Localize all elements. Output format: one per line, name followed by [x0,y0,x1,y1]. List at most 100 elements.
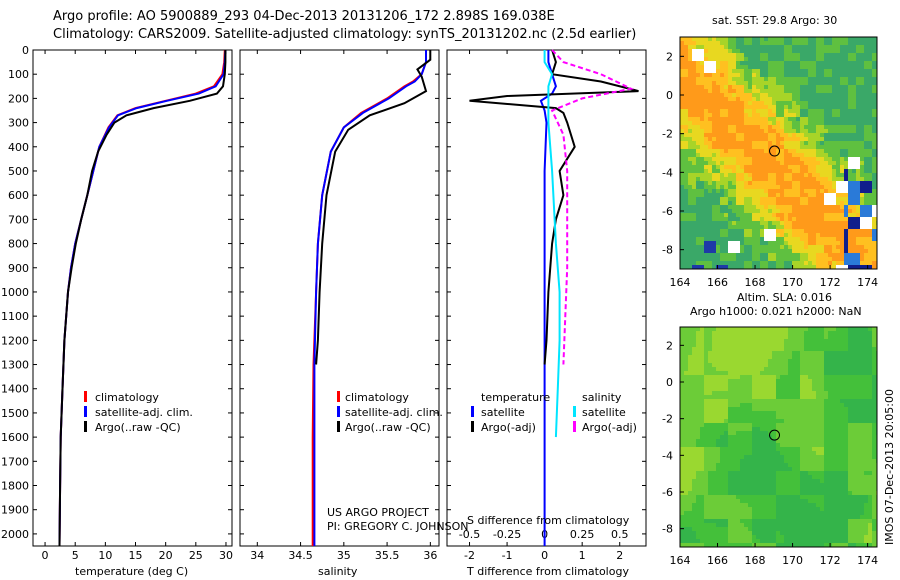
heatmap-cell [736,443,740,447]
heatmap-cell [680,197,684,201]
heatmap-cell [804,97,808,101]
heatmap-cell [784,407,788,411]
heatmap-cell [792,395,796,399]
heatmap-cell [752,197,756,201]
heatmap-cell [796,121,800,125]
heatmap-cell [732,395,736,399]
heatmap-cell [836,463,840,467]
heatmap-cell [788,459,792,463]
heatmap-cell [820,177,824,181]
heatmap-cell [800,261,804,265]
heatmap-cell [860,395,864,399]
heatmap-cell [736,73,740,77]
heatmap-cell [684,213,688,217]
heatmap-cell [796,265,800,269]
heatmap-cell [848,343,852,347]
heatmap-cell [732,379,736,383]
heatmap-cell [684,257,688,261]
heatmap-cell [736,217,740,221]
heatmap-cell [696,395,700,399]
heatmap-cell [764,229,768,233]
heatmap-cell [808,41,812,45]
heatmap-cell [780,391,784,395]
heatmap-cell [868,61,872,65]
heatmap-cell [704,85,708,89]
difference-series [469,49,639,546]
heatmap-cell [764,395,768,399]
heatmap-cell [808,129,812,133]
heatmap-cell [736,173,740,177]
heatmap-cell [868,197,872,201]
heatmap-cell [780,85,784,89]
heatmap-cell [792,375,796,379]
heatmap-cell [684,53,688,57]
heatmap-cell [756,343,760,347]
heatmap-cell [692,463,696,467]
heatmap-cell [848,439,852,443]
heatmap-cell [804,261,808,265]
heatmap-cell [860,65,864,69]
heatmap-cell [784,61,788,65]
heatmap-cell [768,157,772,161]
heatmap-cell [824,85,828,89]
heatmap-cell [840,335,844,339]
heatmap-cell [860,133,864,137]
heatmap-cell [744,121,748,125]
heatmap-cell [756,169,760,173]
heatmap-cell [732,359,736,363]
heatmap-cell [788,145,792,149]
heatmap-cell [872,225,876,229]
heatmap-cell [748,399,752,403]
heatmap-cell [832,193,836,197]
heatmap-cell [724,237,728,241]
heatmap-cell [756,237,760,241]
heatmap-cell [872,69,876,73]
heatmap-cell [728,339,732,343]
heatmap-cell [744,149,748,153]
heatmap-cell [692,221,696,225]
heatmap-cell [752,347,756,351]
heatmap-cell [768,427,772,431]
heatmap-cell [720,109,724,113]
heatmap-cell [756,435,760,439]
heatmap-cell [780,253,784,257]
heatmap-cell [724,427,728,431]
heatmap-cell [728,137,732,141]
heatmap-cell [748,85,752,89]
heatmap-cell [728,165,732,169]
heatmap-cell [852,181,856,185]
heatmap-cell [872,177,876,181]
heatmap-cell [752,391,756,395]
heatmap-cell [760,65,764,69]
heatmap-cell [756,205,760,209]
heatmap-cell [868,221,872,225]
heatmap-cell [744,403,748,407]
heatmap-cell [792,69,796,73]
x-tick-label: 0 [42,549,49,562]
heatmap-cell [752,411,756,415]
heatmap-cell [772,177,776,181]
heatmap-cell [840,201,844,205]
heatmap-cell [840,431,844,435]
heatmap-cell [864,411,868,415]
heatmap-cell [696,165,700,169]
heatmap-cell [696,69,700,73]
heatmap-cell [692,125,696,129]
heatmap-cell [800,229,804,233]
heatmap-cell [852,149,856,153]
heatmap-cell [872,399,876,403]
heatmap-cell [708,49,712,53]
heatmap-cell [740,221,744,225]
heatmap-cell [688,189,692,193]
heatmap-cell [804,399,808,403]
heatmap-cell [856,205,860,209]
heatmap-cell [792,415,796,419]
heatmap-cell [816,451,820,455]
heatmap-cell [832,363,836,367]
heatmap-cell [840,217,844,221]
heatmap-cell [812,427,816,431]
heatmap-cell [848,209,852,213]
heatmap-cell [776,109,780,113]
heatmap-cell [680,157,684,161]
heatmap-cell [752,89,756,93]
